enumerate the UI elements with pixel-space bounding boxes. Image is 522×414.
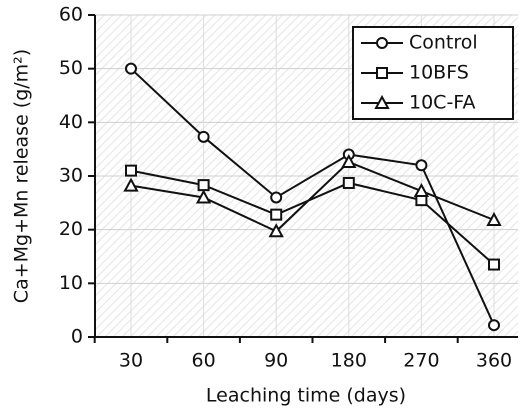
marker <box>195 189 212 204</box>
marker <box>268 223 284 238</box>
marker <box>270 191 283 204</box>
marker <box>123 177 139 192</box>
marker <box>488 258 500 271</box>
series-line <box>130 169 495 266</box>
marker <box>125 164 137 177</box>
marker <box>342 176 355 189</box>
x-tick-label: 90 <box>264 350 288 372</box>
x-tick-label: 270 <box>403 350 439 372</box>
marker <box>125 62 137 75</box>
x-tick-label: 360 <box>476 350 512 372</box>
marker <box>413 182 430 198</box>
y-tick-label: 0 <box>71 326 83 348</box>
series-line <box>130 160 495 233</box>
marker <box>374 94 390 109</box>
y-axis-label: Ca+Mg+Mn release (g/m²) <box>11 49 33 303</box>
marker <box>488 319 500 332</box>
y-tick-label: 50 <box>59 57 83 79</box>
marker <box>197 179 210 192</box>
marker <box>486 211 502 227</box>
legend-label: 10C-FA <box>409 92 475 114</box>
legend-label: 10BFS <box>409 62 469 84</box>
marker <box>270 208 283 221</box>
marker <box>197 130 210 143</box>
marker <box>376 67 388 79</box>
x-tick-label: 30 <box>119 350 143 372</box>
x-tick-label: 180 <box>331 350 367 372</box>
y-tick-label: 30 <box>59 165 83 187</box>
marker <box>341 153 357 169</box>
y-tick-label: 60 <box>59 4 83 26</box>
marker <box>376 37 388 49</box>
marker <box>415 159 428 172</box>
y-tick-label: 20 <box>59 218 83 240</box>
x-axis-label: Leaching time (days) <box>206 385 406 407</box>
series-line <box>130 67 495 326</box>
y-tick-label: 10 <box>59 272 83 294</box>
y-tick-label: 40 <box>59 111 83 133</box>
x-tick-label: 60 <box>192 350 216 372</box>
legend-label: Control <box>409 32 478 54</box>
